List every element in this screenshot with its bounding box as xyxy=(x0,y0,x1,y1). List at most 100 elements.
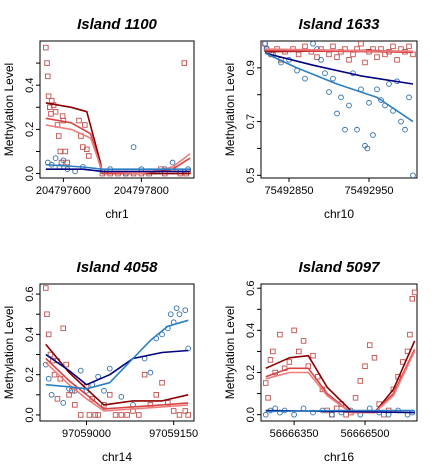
x-tick-label: 56666350 xyxy=(270,428,319,440)
data-point-square xyxy=(76,117,82,124)
data-point-circle xyxy=(406,94,412,101)
x-axis-label: chr1 xyxy=(105,207,129,221)
data-point-square xyxy=(330,43,336,50)
series-line xyxy=(45,349,189,386)
data-point-square xyxy=(381,411,387,418)
series-line xyxy=(265,351,416,414)
data-point-square xyxy=(357,378,364,384)
data-point-square xyxy=(45,93,52,99)
data-point-square xyxy=(48,111,54,117)
data-point-circle xyxy=(60,400,67,406)
data-point-circle xyxy=(338,94,344,101)
data-point-square xyxy=(343,411,349,418)
data-point-square xyxy=(270,348,276,355)
data-point-circle xyxy=(45,375,52,382)
y-axis-label: Methylation Level xyxy=(223,306,237,399)
data-point-circle xyxy=(77,367,84,374)
data-point-circle xyxy=(118,393,125,400)
data-point-square xyxy=(44,311,50,317)
data-point-square xyxy=(358,41,364,47)
data-point-square xyxy=(159,379,165,386)
data-point-square xyxy=(286,359,293,365)
data-point-square xyxy=(334,54,340,60)
data-point-square xyxy=(52,108,59,115)
series-line xyxy=(265,340,416,414)
series-line xyxy=(45,163,191,170)
data-point-square xyxy=(136,412,142,418)
series-line xyxy=(45,357,189,410)
data-point-square xyxy=(302,43,308,50)
y-axis-label: Methylation Level xyxy=(2,63,16,156)
data-point-square xyxy=(85,153,92,159)
data-point-square xyxy=(86,412,93,418)
data-point-circle xyxy=(310,41,316,47)
data-point-square xyxy=(176,412,183,418)
data-point-circle xyxy=(386,81,392,87)
data-point-square xyxy=(291,327,297,334)
data-point-square xyxy=(45,73,51,80)
data-point-square xyxy=(43,285,49,291)
data-layer xyxy=(42,285,192,418)
data-point-circle xyxy=(147,369,154,376)
series-line xyxy=(265,409,415,413)
x-axis-label: chr14 xyxy=(102,450,132,464)
data-point-square xyxy=(409,296,416,302)
data-point-square xyxy=(48,97,55,104)
data-point-circle xyxy=(342,126,348,133)
series-line xyxy=(45,362,189,412)
data-point-square xyxy=(62,148,69,155)
data-point-circle xyxy=(334,110,340,117)
data-point-square xyxy=(95,412,101,418)
data-point-circle xyxy=(398,118,404,125)
data-point-square xyxy=(310,352,316,359)
data-point-square xyxy=(182,408,189,414)
data-point-circle xyxy=(176,311,183,318)
data-point-square xyxy=(411,289,417,296)
data-point-circle xyxy=(167,311,174,318)
data-point-circle xyxy=(173,305,180,312)
data-layer xyxy=(262,289,417,418)
series-line xyxy=(45,343,189,406)
data-point-circle xyxy=(300,405,307,412)
series-line xyxy=(45,319,189,390)
series-line xyxy=(45,102,191,175)
y-tick-label: 0.2 xyxy=(24,122,36,137)
data-point-circle xyxy=(329,411,335,418)
x-tick-label: 75492950 xyxy=(345,185,394,197)
data-point-square xyxy=(326,51,332,58)
data-point-circle xyxy=(402,126,408,133)
data-point-circle xyxy=(366,99,372,106)
data-point-square xyxy=(267,357,274,363)
data-point-square xyxy=(277,331,283,338)
data-point-square xyxy=(63,361,69,368)
data-point-square xyxy=(84,146,90,153)
y-axis-label: Methylation Level xyxy=(2,306,16,399)
data-point-circle xyxy=(48,391,55,398)
data-point-square xyxy=(89,396,96,402)
data-point-circle xyxy=(378,97,384,103)
panel-title: Island 1633 xyxy=(299,16,381,33)
data-point-square xyxy=(112,412,119,418)
data-point-circle xyxy=(52,155,59,161)
y-tick-label: 0.7 xyxy=(245,114,257,129)
data-point-square xyxy=(57,148,64,155)
data-point-square xyxy=(296,348,302,355)
data-point-square xyxy=(59,113,66,119)
data-point-circle xyxy=(410,172,416,178)
data-point-square xyxy=(141,371,148,378)
data-point-square xyxy=(262,380,269,386)
x-axis-label: chr16 xyxy=(324,450,354,464)
data-point-square xyxy=(66,392,72,398)
data-point-square xyxy=(352,395,359,401)
plot-frame xyxy=(260,283,418,422)
data-point-square xyxy=(92,412,98,418)
data-layer xyxy=(262,41,416,178)
series-line xyxy=(264,48,414,52)
data-point-square xyxy=(44,60,50,66)
data-point-square xyxy=(366,342,373,348)
data-point-square xyxy=(314,54,320,60)
data-point-circle xyxy=(354,126,360,133)
panel-title: Island 5097 xyxy=(299,259,381,276)
series-line xyxy=(45,168,191,173)
